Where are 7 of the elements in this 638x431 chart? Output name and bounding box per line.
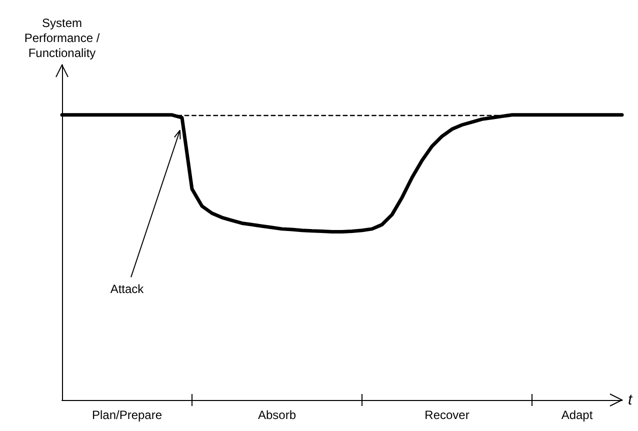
annotation: Attack: [110, 282, 145, 296]
y-axis-title: System Performance / Functionality: [23, 16, 101, 61]
text: Absorb: [258, 408, 296, 422]
text: Recover: [424, 408, 470, 422]
x-axis-title: t: [628, 392, 633, 408]
text: Plan/Prepare: [92, 408, 162, 422]
text: Adapt: [561, 408, 594, 422]
